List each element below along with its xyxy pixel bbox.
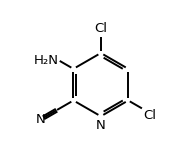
- Text: Cl: Cl: [94, 22, 107, 35]
- Text: N: N: [36, 113, 46, 126]
- Text: Cl: Cl: [143, 109, 156, 122]
- Text: N: N: [96, 119, 106, 132]
- Text: H₂N: H₂N: [34, 55, 59, 67]
